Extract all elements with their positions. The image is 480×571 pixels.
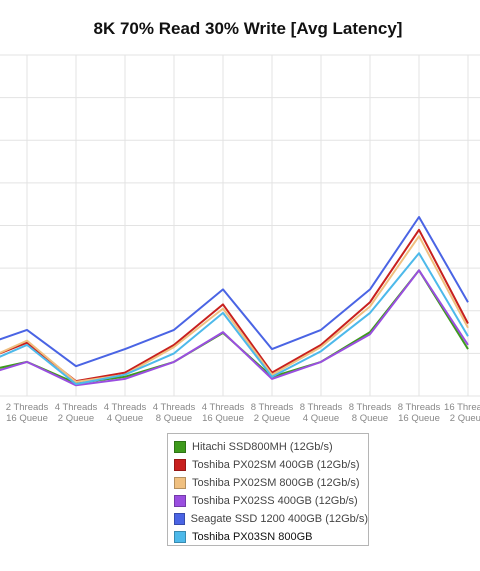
legend-item[interactable]: Toshiba PX02SM 800GB (12Gb/s) [174,474,368,492]
grid [0,54,480,397]
legend-swatch [174,459,186,471]
x-tick-label: 4 Threads 2 Queue [55,402,98,424]
legend-swatch [174,441,186,453]
chart-title: 8K 70% Read 30% Write [Avg Latency] [93,19,403,38]
x-tick-label: 4 Threads 4 Queue [104,402,147,424]
legend-swatch [174,477,186,489]
series-line-5 [0,216,469,368]
series-line-4 [0,269,469,387]
legend-item[interactable]: Toshiba PX02SM 400GB (12Gb/s) [174,456,368,474]
series-line-3 [0,235,469,383]
series-line-2 [0,228,469,383]
legend-item[interactable]: Hitachi SSD800MH (12Gb/s) [174,438,368,456]
legend-item[interactable]: Toshiba PX02SS 400GB (12Gb/s) [174,492,368,510]
legend-label: Toshiba PX02SM 800GB (12Gb/s) [192,477,360,489]
legend-swatch [174,513,185,525]
legend-label: Seagate SSD 1200 400GB (12Gb/s) [190,513,368,525]
x-tick-label: 4 Threads 16 Queue [202,402,245,424]
legend-label: Toshiba PX02SS 400GB (12Gb/s) [192,495,358,507]
legend-item[interactable]: Seagate SSD 1200 400GB (12Gb/s) [174,510,368,528]
series-lines [0,216,469,387]
x-tick-label: 8 Threads 8 Queue [349,402,392,424]
legend-item[interactable]: Toshiba PX03SN 800GB [174,528,368,546]
legend-label: Hitachi SSD800MH (12Gb/s) [192,441,333,453]
x-tick-label: 4 Threads 8 Queue [153,402,196,424]
x-tick-label: 2 Threads 16 Queue [6,402,49,424]
series-line-6 [0,252,469,386]
legend-label: Toshiba PX03SN 800GB [192,531,313,543]
x-tick-label: 8 Threads 4 Queue [300,402,343,424]
legend-swatch [174,495,186,507]
legend: Hitachi SSD800MH (12Gb/s) Toshiba PX02SM … [167,433,369,546]
legend-swatch [174,531,186,543]
x-tick-label: 8 Threads 2 Queue [251,402,294,424]
x-tick-label: 8 Threads 16 Queue [398,402,441,424]
legend-label: Toshiba PX02SM 400GB (12Gb/s) [192,459,360,471]
